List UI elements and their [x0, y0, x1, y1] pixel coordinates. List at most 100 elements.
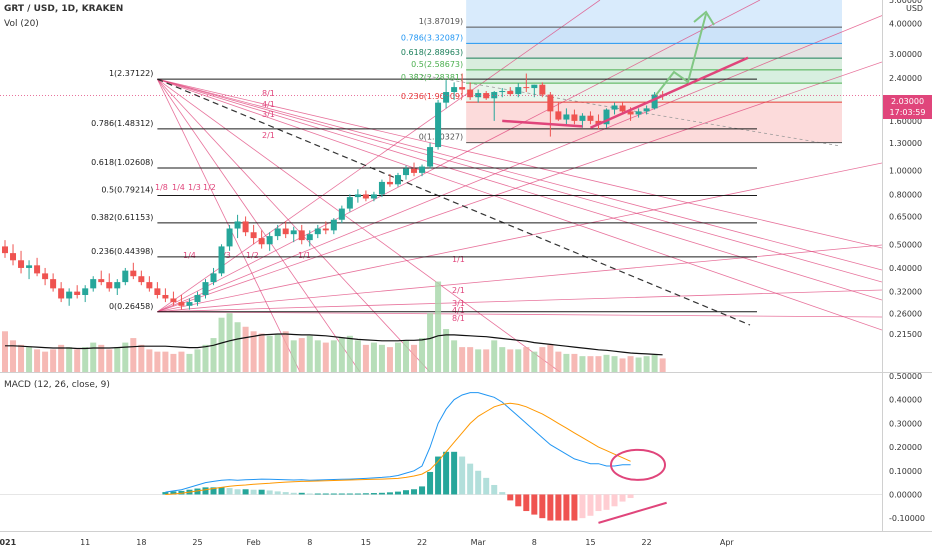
- candle-body: [34, 265, 41, 274]
- volume-bar: [403, 340, 409, 372]
- candle-body: [346, 197, 353, 209]
- candle-body: [394, 175, 401, 185]
- candle-body: [322, 228, 329, 231]
- candle-body: [178, 302, 185, 306]
- macd-histogram-bar: [282, 492, 289, 495]
- macd-histogram-bar: [298, 492, 305, 495]
- volume-bar: [50, 349, 57, 372]
- macd-axis[interactable]: 0.50000 0.40000 0.30000 0.20000 0.10000 0.000…: [889, 372, 925, 523]
- macd-histogram-bar: [362, 493, 369, 495]
- fib-level-label: 0.618(1.02608): [91, 158, 153, 167]
- volume-bar: [138, 344, 145, 372]
- macd-axis-label: 0.30000: [889, 419, 922, 428]
- time-axis[interactable]: 2021 11 18 25 Feb 8 15 22 Mar 8 15 22 Apr: [0, 538, 734, 547]
- fib-level-label: 1(3.87019): [419, 17, 463, 26]
- candle-body: [106, 282, 113, 289]
- volume-bar: [218, 317, 225, 372]
- candle-body: [50, 279, 57, 289]
- macd-axis-label: 0.20000: [889, 443, 922, 452]
- macd-histogram-bar: [427, 471, 434, 495]
- gann-ray: [157, 78, 882, 249]
- candle-body: [443, 92, 450, 103]
- macd-histogram-bar: [411, 489, 418, 495]
- macd-histogram-bar: [274, 491, 281, 495]
- candle-body: [555, 111, 562, 120]
- candle-body: [82, 288, 89, 295]
- candle-body: [74, 291, 81, 295]
- time-axis-label: 2021: [0, 538, 17, 547]
- candle-body: [210, 273, 217, 283]
- volume-bar: [106, 349, 113, 372]
- macd-histogram-bar: [539, 494, 546, 519]
- volume-bar: [411, 344, 418, 372]
- volume-bar: [427, 313, 434, 372]
- candle-body: [563, 114, 570, 120]
- volume-bar: [378, 344, 385, 372]
- gann-ray: [157, 78, 561, 372]
- macd-histogram-bar: [250, 489, 257, 495]
- macd-histogram-bar: [467, 463, 474, 495]
- candle-body: [611, 105, 618, 110]
- candle-body: [258, 238, 265, 245]
- volume-bar: [451, 340, 458, 372]
- volume-bar: [459, 347, 466, 372]
- macd-histogram-bar: [515, 494, 522, 507]
- fib-levels[interactable]: 1(2.37122) 0.786(1.48312) 0.618(1.02608) 0.…: [91, 17, 842, 313]
- gann-label: 2/1: [452, 286, 465, 295]
- candle-body: [547, 94, 554, 112]
- gann-label: 1/2: [203, 183, 216, 192]
- volume-bar: [595, 356, 602, 372]
- volume-ma-line: [5, 333, 663, 356]
- volume-bar: [274, 333, 281, 372]
- candle-body: [250, 232, 257, 239]
- candle-body: [90, 279, 97, 289]
- candle-body: [42, 273, 49, 280]
- gann-label: 1/1: [298, 251, 311, 260]
- volume-bar: [98, 344, 105, 372]
- price-axis-label: 0.80000: [889, 190, 922, 199]
- gann-label: 2/1: [262, 131, 275, 140]
- gann-ray: [157, 78, 882, 301]
- macd-histogram-bar: [210, 487, 217, 495]
- price-axis-label: 0.50000: [889, 240, 922, 249]
- fib-level-label: 0.786(1.48312): [91, 119, 153, 128]
- volume-bar: [539, 347, 546, 372]
- fib-level-label: 1(2.37122): [109, 69, 153, 78]
- macd-indicator-label[interactable]: MACD (12, 26, close, 9): [4, 380, 110, 390]
- macd-histogram-bar: [563, 494, 570, 521]
- candle-body: [162, 294, 169, 299]
- candle-body: [427, 147, 434, 167]
- gann-ray: [157, 162, 882, 313]
- volume-bar: [298, 338, 305, 372]
- volume-bar: [635, 357, 642, 372]
- volume-bar: [587, 356, 594, 372]
- volume-bar: [258, 333, 265, 372]
- candle-body: [226, 228, 233, 247]
- macd-histogram-bar: [226, 488, 233, 495]
- fib-zone-band: [466, 27, 842, 44]
- candle-body: [354, 194, 361, 198]
- volume-bar: [571, 353, 578, 372]
- macd-signal-line: [165, 402, 631, 495]
- candle-body: [459, 87, 466, 90]
- price-axis-label: 1.30000: [889, 139, 922, 148]
- macd-histogram-bar: [218, 487, 225, 495]
- volume-bar: [603, 354, 610, 372]
- user-drawings[interactable]: [0, 10, 882, 129]
- symbol-title[interactable]: GRT / USD, 1D, KRAKEN: [4, 4, 124, 14]
- gann-label: 1/2: [246, 251, 259, 260]
- volume-bar: [66, 347, 73, 372]
- volume-bar: [579, 356, 586, 372]
- macd-histogram-bar: [579, 494, 586, 519]
- price-axis[interactable]: 5.00000 4.00000 3.00000 2.40000 1.60000 1.300…: [889, 0, 922, 339]
- candle-body: [138, 276, 145, 283]
- volume-indicator-label[interactable]: Vol (20): [4, 19, 39, 29]
- candle-body: [266, 236, 273, 245]
- gann-fan[interactable]: 8/14/13/12/11/81/41/31/21/11/41/31/21/12…: [155, 0, 920, 372]
- candle-body: [98, 279, 105, 283]
- candle-body: [154, 288, 161, 295]
- volume-bar: [475, 349, 482, 372]
- macd-histogram-bar: [306, 493, 313, 495]
- volume-bar: [627, 356, 634, 372]
- volume-bar: [226, 313, 233, 372]
